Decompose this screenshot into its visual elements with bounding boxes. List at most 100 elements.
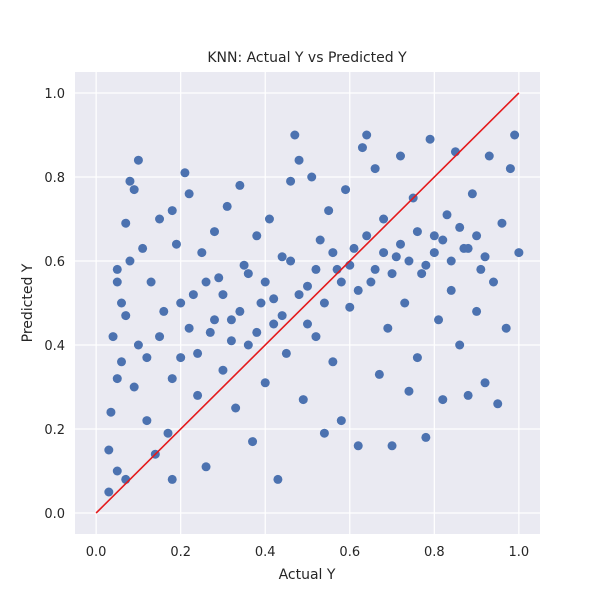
chart-title: KNN: Actual Y vs Predicted Y: [207, 50, 407, 66]
scatter-point: [303, 281, 312, 291]
scatter-point: [176, 298, 186, 308]
scatter-point: [336, 277, 346, 287]
scatter-point: [106, 407, 116, 417]
scatter-point: [129, 382, 139, 392]
scatter-point: [429, 231, 439, 241]
scatter-point: [463, 243, 473, 253]
scatter-point: [167, 474, 177, 484]
scatter-point: [362, 130, 372, 140]
scatter-point: [387, 269, 397, 279]
scatter-point: [210, 315, 219, 325]
scatter-point: [472, 231, 482, 241]
scatter-point: [480, 378, 490, 388]
scatter-point: [396, 239, 405, 249]
scatter-point: [438, 235, 448, 245]
scatter-point: [366, 277, 376, 287]
scatter-point: [294, 155, 304, 165]
scatter-point: [180, 168, 190, 178]
scatter-point: [493, 399, 503, 409]
scatter-point: [277, 311, 287, 321]
scatter-point: [273, 474, 283, 484]
scatter-point: [446, 256, 456, 266]
scatter-point: [184, 323, 194, 333]
scatter-point: [298, 395, 308, 405]
y-tick-labels: 0.0 0.2 0.4 0.6 0.8 1.0: [44, 87, 65, 522]
scatter-point: [412, 227, 422, 237]
scatter-point: [404, 256, 414, 266]
scatter-point: [349, 243, 359, 253]
scatter-point: [277, 252, 287, 262]
scatter-point: [193, 390, 203, 400]
x-tick-label: 0.2: [170, 545, 191, 560]
scatter-point: [379, 214, 389, 224]
scatter-point: [197, 248, 207, 258]
y-tick-label: 0.2: [44, 423, 65, 438]
scatter-point: [324, 206, 334, 216]
scatter-point: [125, 256, 135, 266]
scatter-point: [421, 260, 431, 270]
scatter-point: [117, 357, 126, 367]
scatter-point: [501, 323, 511, 333]
scatter-point: [434, 315, 444, 325]
scatter-point: [163, 428, 173, 438]
scatter-point: [374, 369, 384, 379]
x-tick-label: 0.6: [339, 545, 360, 560]
scatter-point: [193, 348, 203, 358]
scatter-point: [108, 332, 118, 342]
scatter-point: [104, 445, 114, 455]
scatter-point: [311, 264, 321, 274]
scatter-point: [142, 416, 152, 426]
scatter-point: [510, 130, 520, 140]
scatter-point: [218, 290, 228, 300]
scatter-point: [290, 130, 300, 140]
scatter-point: [125, 176, 135, 186]
scatter-point: [214, 273, 224, 283]
scatter-point: [429, 248, 439, 258]
scatter-point: [328, 248, 338, 258]
scatter-point: [201, 462, 211, 472]
scatter-point: [269, 319, 279, 329]
scatter-point: [167, 206, 177, 216]
scatter-point: [425, 134, 435, 144]
scatter-point: [336, 416, 346, 426]
scatter-point: [104, 487, 114, 497]
scatter-point: [319, 298, 329, 308]
scatter-point: [387, 441, 397, 451]
y-tick-label: 0.6: [44, 255, 65, 270]
scatter-point: [210, 227, 219, 237]
scatter-point: [155, 332, 165, 342]
y-tick-label: 0.0: [44, 507, 65, 522]
scatter-point: [138, 243, 148, 253]
scatter-point: [142, 353, 152, 363]
scatter-point: [379, 248, 389, 258]
scatter-point: [400, 298, 410, 308]
scatter-point: [311, 332, 321, 342]
scatter-point: [370, 164, 380, 174]
scatter-point: [146, 277, 156, 287]
scatter-point: [442, 210, 452, 220]
scatter-point: [421, 432, 431, 442]
scatter-point: [121, 218, 131, 228]
x-tick-label: 0.0: [86, 545, 107, 560]
scatter-point: [455, 222, 465, 232]
scatter-point: [446, 285, 456, 295]
scatter-point: [269, 294, 279, 304]
x-tick-label: 1.0: [509, 545, 530, 560]
scatter-point: [184, 189, 194, 199]
scatter-point: [396, 151, 405, 161]
scatter-point: [489, 277, 498, 287]
scatter-point: [353, 441, 363, 451]
scatter-point: [455, 340, 465, 350]
scatter-point: [226, 336, 236, 346]
scatter-point: [514, 248, 524, 258]
scatter-point: [248, 437, 258, 447]
scatter-point: [412, 353, 422, 363]
scatter-point: [497, 218, 507, 228]
scatter-point: [383, 323, 393, 333]
scatter-point: [226, 315, 236, 325]
scatter-point: [315, 235, 325, 245]
scatter-point: [472, 306, 482, 316]
scatter-point: [235, 306, 245, 316]
scatter-point: [117, 298, 126, 308]
